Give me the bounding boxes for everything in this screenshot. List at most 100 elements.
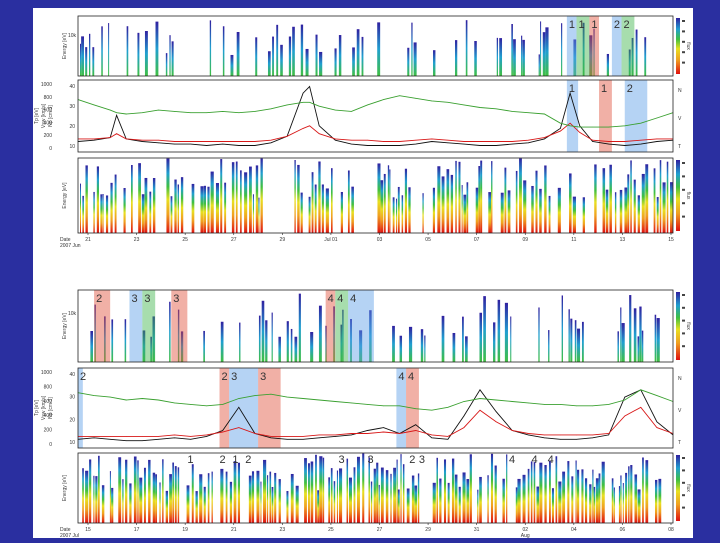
data-point [334, 109, 336, 111]
spectrogram-column [186, 485, 190, 523]
spectrogram-column [594, 164, 597, 233]
y-axis-label: Np [cm-3] [48, 105, 54, 127]
x-tick-label: 02 [522, 527, 528, 533]
spectrogram-column [413, 42, 417, 76]
spectrogram-column [222, 26, 225, 76]
event-band-label: 3 [131, 293, 137, 305]
spectrogram-column [639, 306, 642, 362]
spectrogram-column [94, 304, 96, 362]
data-point [495, 399, 497, 401]
spectrogram-column [630, 465, 633, 523]
data-point [174, 141, 175, 142]
spectrogram-column [229, 481, 233, 523]
data-point [238, 398, 240, 399]
spectrogram-column [567, 461, 570, 523]
event-band-label: 2 [627, 83, 633, 95]
spectrogram-column [407, 47, 410, 76]
data-point [576, 434, 577, 436]
spectrogram-column [542, 32, 546, 76]
spectrogram-column [404, 168, 408, 233]
event-band-label: 3 [339, 454, 345, 466]
data-point [576, 405, 577, 407]
data-point [174, 111, 175, 112]
data-point [431, 434, 433, 436]
temperature-tick-label: 200 [44, 133, 53, 139]
spectrogram-column [159, 482, 161, 523]
spectrogram-column [350, 318, 352, 362]
data-point [447, 438, 449, 440]
spectrogram-column [411, 22, 413, 77]
data-point [286, 396, 288, 398]
spectrogram-column [295, 485, 299, 523]
event-band-label: 2 [409, 454, 415, 466]
spectrogram-column [280, 44, 283, 76]
data-point [608, 404, 609, 405]
data-point [415, 139, 417, 141]
event-band-label: 4 [531, 454, 537, 466]
spectrogram-column [111, 487, 114, 523]
data-point [560, 122, 561, 124]
data-point [544, 434, 545, 436]
spectrogram-column [474, 41, 477, 76]
spectrogram-column [148, 459, 151, 523]
data-point [254, 433, 256, 434]
data-point [351, 139, 352, 141]
spectrogram-column [548, 330, 550, 362]
data-point [109, 396, 111, 398]
spectrogram-column [203, 185, 207, 233]
data-point [302, 438, 304, 440]
data-point [463, 141, 465, 142]
data-point [495, 411, 497, 412]
spectrogram-column [451, 458, 455, 523]
spectrogram-column [630, 160, 632, 233]
spectrogram-column [131, 165, 133, 233]
spectrogram-column [310, 461, 314, 523]
data-point [309, 86, 310, 87]
data-point [656, 395, 658, 396]
spectrogram-column [318, 161, 321, 233]
data-point [125, 440, 127, 442]
colorbar-label: flux [685, 484, 691, 492]
spectrogram-column [195, 491, 198, 523]
spectrogram-column [100, 194, 103, 233]
spectrogram-column [331, 168, 333, 233]
spectrogram-column [479, 312, 483, 362]
spectrogram-column [105, 195, 109, 233]
event-band-label: 1 [569, 19, 575, 31]
velocity-tick-label: 40 [69, 84, 75, 90]
spectrogram-column [625, 472, 628, 523]
event-band [142, 290, 156, 362]
spectrogram-column [272, 36, 274, 76]
spectrogram-column [144, 31, 148, 76]
temperature-tick-label: 0 [49, 146, 52, 152]
data-point [592, 141, 593, 142]
spectrogram-column [628, 49, 631, 76]
spectrogram-column [139, 477, 143, 523]
event-band-label: 2 [220, 454, 226, 466]
data-point [579, 125, 581, 127]
spectrogram-column [256, 470, 260, 523]
spectrogram-column [441, 315, 445, 362]
spectrogram-column [137, 460, 139, 523]
spectrogram-column [110, 182, 113, 233]
spectrogram-column [169, 301, 171, 362]
spectrogram-column [417, 473, 420, 523]
spectrogram-column [531, 185, 534, 233]
spectrogram-column [483, 296, 486, 362]
spectrogram-column [574, 320, 577, 362]
data-point [93, 139, 95, 141]
x-tick-label: 23 [134, 237, 140, 243]
colorbar-tick [682, 494, 685, 497]
spectrogram-column [237, 462, 241, 523]
spectrogram-column [207, 186, 210, 233]
event-band [611, 16, 622, 76]
spectrogram-column [356, 456, 360, 523]
spectrogram-column [82, 468, 84, 523]
spectrogram-column [592, 469, 594, 523]
temperature-tick-label: 400 [44, 413, 53, 419]
data-point [109, 438, 111, 440]
spectrogram-column [101, 26, 103, 76]
spectrogram-column [340, 324, 343, 362]
spectrogram-column [437, 166, 441, 233]
data-point [511, 111, 513, 112]
